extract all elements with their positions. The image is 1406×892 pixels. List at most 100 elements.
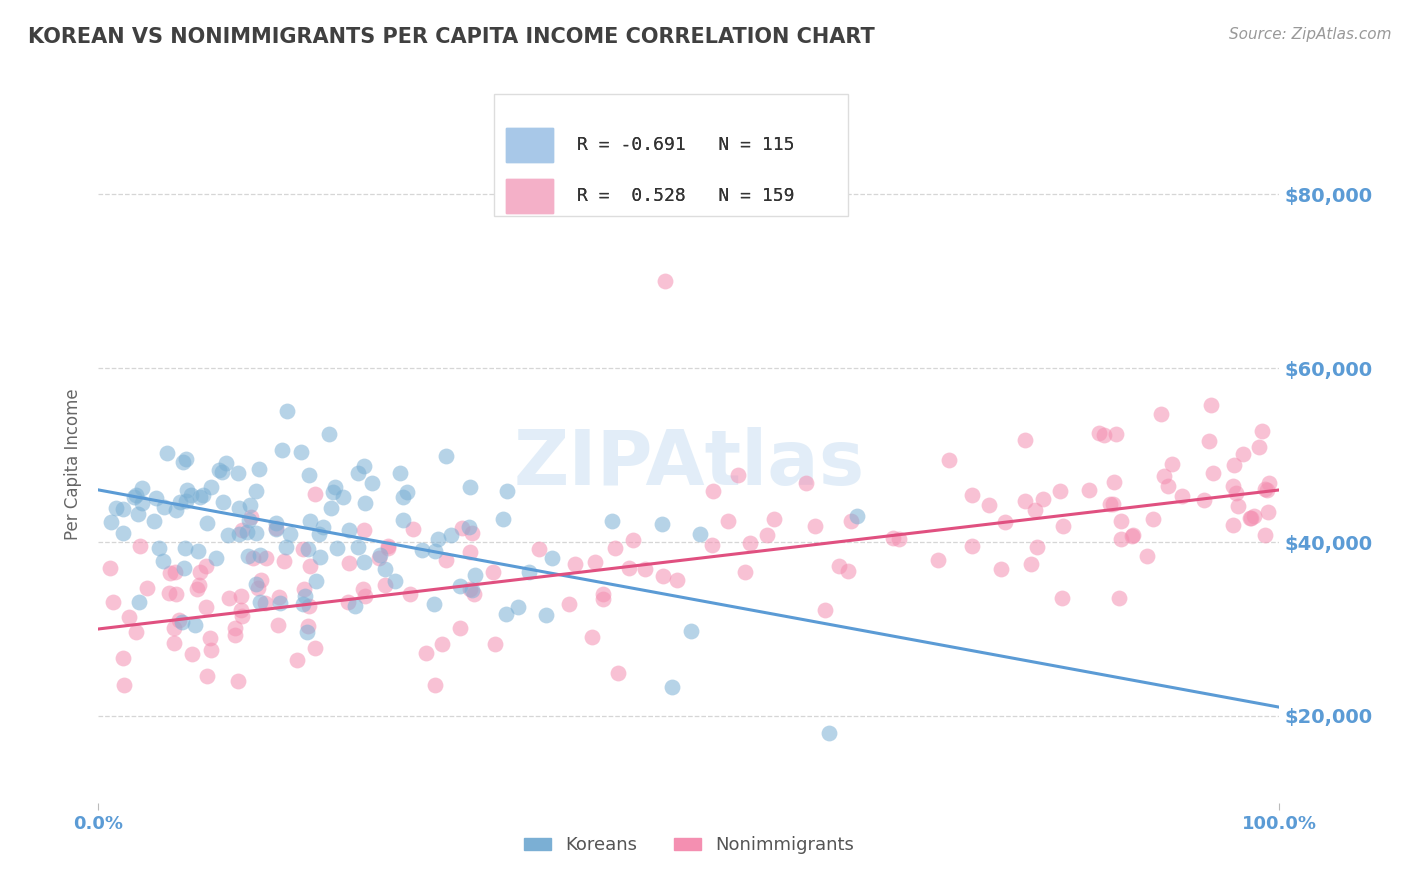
- Point: [794, 476, 817, 491]
- Point: [990, 562, 1012, 576]
- Point: [298, 468, 321, 483]
- Point: [298, 514, 321, 528]
- Point: [211, 495, 233, 509]
- Point: [1024, 503, 1046, 517]
- Point: [169, 613, 191, 627]
- Point: [603, 541, 626, 556]
- Point: [188, 565, 211, 579]
- Point: [1250, 424, 1272, 438]
- Point: [200, 643, 222, 657]
- Point: [353, 555, 375, 569]
- Text: Source: ZipAtlas.com: Source: ZipAtlas.com: [1229, 27, 1392, 42]
- Point: [145, 491, 167, 506]
- Point: [434, 553, 457, 567]
- Point: [440, 528, 463, 542]
- Point: [165, 587, 187, 601]
- Point: [236, 525, 259, 540]
- Point: [461, 582, 484, 597]
- Point: [114, 678, 136, 692]
- Point: [200, 480, 222, 494]
- Point: [1109, 514, 1132, 528]
- Point: [461, 526, 484, 541]
- Point: [1101, 497, 1123, 511]
- Point: [463, 568, 485, 582]
- Point: [1019, 557, 1042, 571]
- Point: [205, 551, 228, 566]
- Point: [157, 585, 180, 599]
- Bar: [506, 179, 553, 213]
- Point: [727, 468, 749, 483]
- Point: [246, 581, 269, 595]
- Point: [245, 484, 267, 499]
- Point: [214, 456, 236, 470]
- Point: [304, 574, 326, 588]
- Point: [977, 498, 1000, 512]
- Point: [1226, 499, 1249, 513]
- Point: [1102, 475, 1125, 489]
- Point: [661, 680, 683, 694]
- Point: [482, 565, 505, 579]
- Point: [938, 453, 960, 467]
- Point: [111, 502, 134, 516]
- Point: [136, 581, 159, 595]
- Text: R =  0.528   N = 159: R = 0.528 N = 159: [576, 187, 794, 205]
- Text: ZIPAtlas: ZIPAtlas: [513, 427, 865, 500]
- Point: [1249, 440, 1271, 454]
- Point: [238, 513, 260, 527]
- Point: [322, 485, 344, 500]
- Point: [617, 561, 640, 575]
- Point: [702, 484, 724, 499]
- Point: [607, 666, 630, 681]
- Point: [1258, 475, 1281, 490]
- Point: [142, 515, 165, 529]
- Point: [131, 496, 153, 510]
- Point: [264, 522, 287, 536]
- Point: [1088, 425, 1111, 440]
- Point: [463, 587, 485, 601]
- Point: [1157, 479, 1180, 493]
- Point: [402, 522, 425, 536]
- Point: [651, 569, 673, 583]
- Point: [564, 558, 586, 572]
- Point: [450, 521, 472, 535]
- Point: [845, 508, 868, 523]
- Point: [1222, 479, 1244, 493]
- Point: [756, 528, 779, 542]
- Point: [267, 618, 290, 632]
- Point: [1199, 398, 1222, 412]
- Point: [111, 650, 134, 665]
- Point: [174, 541, 197, 555]
- Point: [129, 539, 152, 553]
- Point: [734, 565, 756, 579]
- Point: [100, 515, 122, 529]
- Point: [180, 487, 202, 501]
- Point: [367, 550, 389, 565]
- Point: [841, 514, 863, 528]
- Point: [122, 490, 145, 504]
- Point: [374, 562, 396, 576]
- Point: [583, 555, 606, 569]
- Point: [534, 608, 557, 623]
- Point: [165, 503, 187, 517]
- Point: [1121, 528, 1143, 542]
- Point: [1078, 483, 1101, 497]
- Point: [217, 528, 239, 542]
- Point: [1026, 540, 1049, 554]
- Bar: [506, 128, 553, 162]
- Point: [1150, 407, 1173, 421]
- Point: [224, 622, 246, 636]
- Point: [163, 565, 186, 579]
- Point: [249, 595, 271, 609]
- Point: [353, 523, 375, 537]
- Point: [101, 595, 124, 609]
- Point: [558, 597, 581, 611]
- Point: [188, 490, 211, 504]
- Point: [319, 501, 342, 516]
- Point: [887, 532, 910, 546]
- Point: [415, 646, 437, 660]
- Point: [994, 516, 1017, 530]
- Point: [226, 466, 249, 480]
- Point: [112, 526, 135, 541]
- Point: [962, 539, 984, 553]
- Point: [814, 602, 837, 616]
